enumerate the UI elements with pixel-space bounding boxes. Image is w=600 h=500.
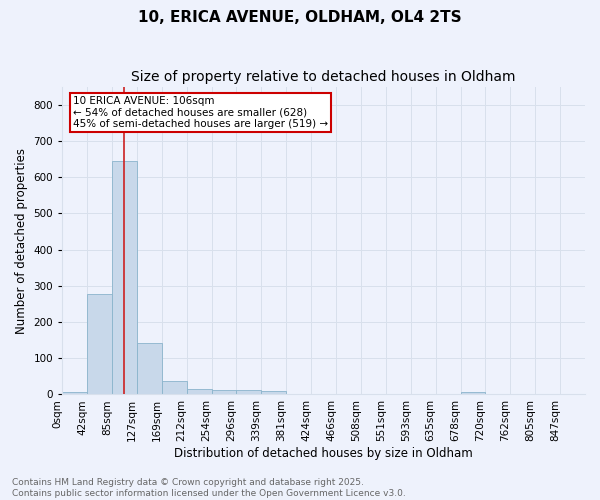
Text: Contains HM Land Registry data © Crown copyright and database right 2025.
Contai: Contains HM Land Registry data © Crown c… [12,478,406,498]
Bar [62,392,87,394]
Bar [236,390,262,394]
Text: 10 ERICA AVENUE: 106sqm
← 54% of detached houses are smaller (628)
45% of semi-d: 10 ERICA AVENUE: 106sqm ← 54% of detache… [73,96,328,129]
Bar [262,391,286,394]
Title: Size of property relative to detached houses in Oldham: Size of property relative to detached ho… [131,70,516,84]
Bar [212,390,236,394]
Bar [137,343,162,394]
Bar [112,161,137,394]
Y-axis label: Number of detached properties: Number of detached properties [15,148,28,334]
Bar [187,389,212,394]
Bar [461,392,485,394]
Bar [87,294,112,394]
Bar [162,382,187,394]
X-axis label: Distribution of detached houses by size in Oldham: Distribution of detached houses by size … [174,447,473,460]
Text: 10, ERICA AVENUE, OLDHAM, OL4 2TS: 10, ERICA AVENUE, OLDHAM, OL4 2TS [138,10,462,25]
